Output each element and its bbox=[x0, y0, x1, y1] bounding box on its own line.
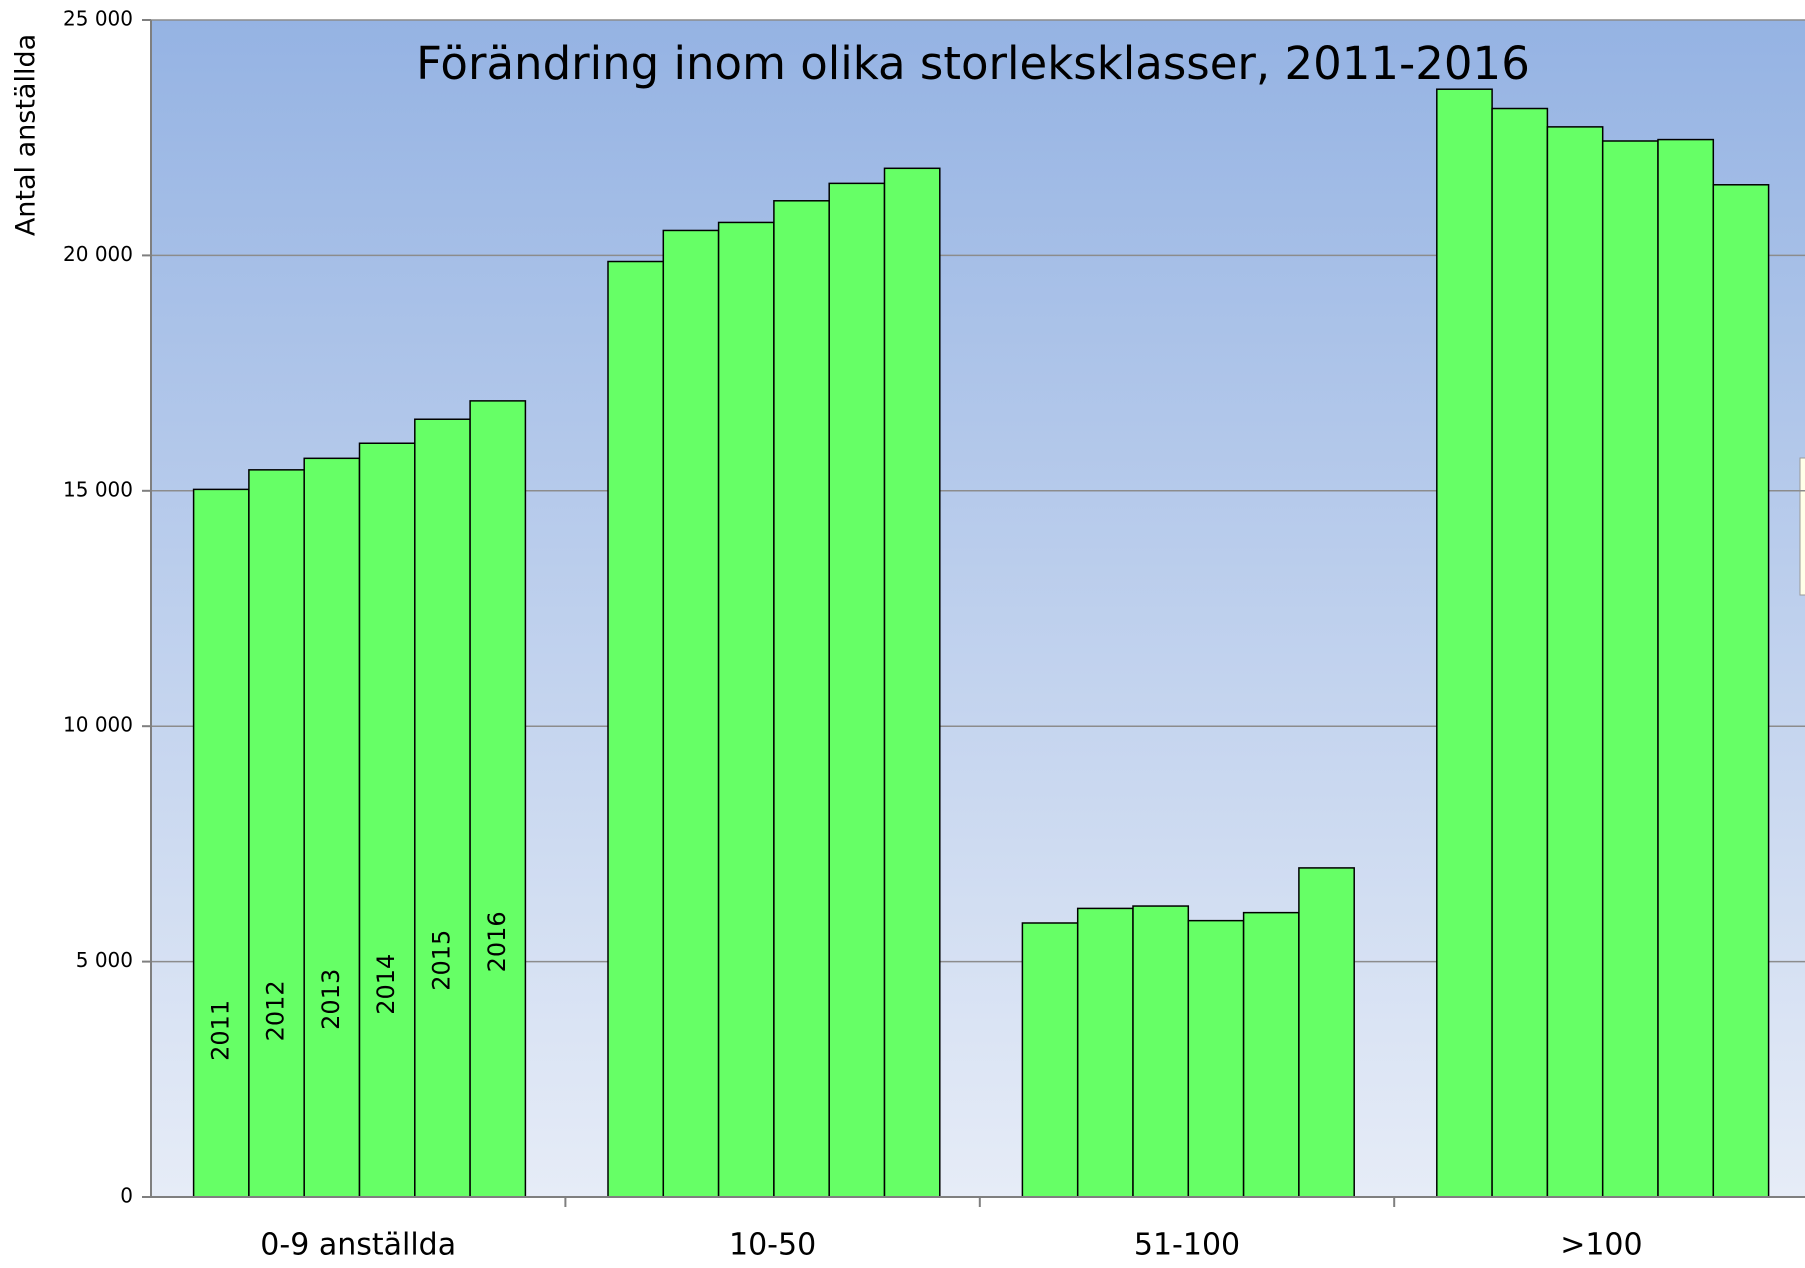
bar bbox=[192, 488, 250, 1198]
series-label: 2015 bbox=[427, 930, 455, 991]
chart-title: Förändring inom olika storleksklasser, 2… bbox=[416, 37, 1530, 90]
series-label: 2013 bbox=[317, 969, 345, 1030]
series-label: 2016 bbox=[483, 911, 511, 972]
series-label: 2011 bbox=[206, 1000, 234, 1061]
bar bbox=[1601, 140, 1659, 1198]
bar bbox=[828, 182, 886, 1198]
x-tick-label: >100 bbox=[1560, 1228, 1642, 1263]
y-tick-label: 20 000 bbox=[63, 242, 133, 266]
bar bbox=[469, 400, 527, 1198]
bar bbox=[1712, 184, 1770, 1198]
series-label: 2012 bbox=[262, 980, 290, 1041]
bar bbox=[1657, 138, 1715, 1198]
bar bbox=[1491, 107, 1549, 1198]
bar bbox=[303, 457, 361, 1198]
bar bbox=[717, 221, 775, 1198]
bar bbox=[1298, 867, 1355, 1198]
bar bbox=[662, 229, 720, 1198]
series-label: 2014 bbox=[372, 954, 400, 1015]
y-axis-label: Antal anställda bbox=[11, 34, 42, 236]
bar bbox=[773, 200, 830, 1198]
x-tick-label: 10-50 bbox=[729, 1228, 816, 1263]
bar bbox=[248, 469, 305, 1198]
y-tick-label: 0 bbox=[120, 1184, 133, 1208]
y-tick-label: 25 000 bbox=[63, 7, 133, 31]
bar bbox=[1021, 922, 1079, 1198]
x-tick-label: 51-100 bbox=[1134, 1228, 1240, 1263]
bar bbox=[1546, 126, 1604, 1198]
y-tick-label: 5 000 bbox=[76, 948, 133, 972]
bar bbox=[1187, 919, 1245, 1198]
bar bbox=[414, 418, 471, 1198]
y-tick-label: 10 000 bbox=[63, 713, 133, 737]
bar bbox=[358, 442, 416, 1198]
bar bbox=[883, 167, 941, 1198]
bar bbox=[1436, 88, 1493, 1198]
x-tick-label: 0-9 anställda bbox=[260, 1228, 456, 1263]
bar bbox=[1132, 905, 1190, 1198]
y-tick-label: 15 000 bbox=[63, 477, 133, 501]
bar bbox=[607, 260, 665, 1198]
bar bbox=[1242, 911, 1300, 1198]
legend-box bbox=[1799, 457, 1805, 596]
bar bbox=[1076, 907, 1134, 1198]
